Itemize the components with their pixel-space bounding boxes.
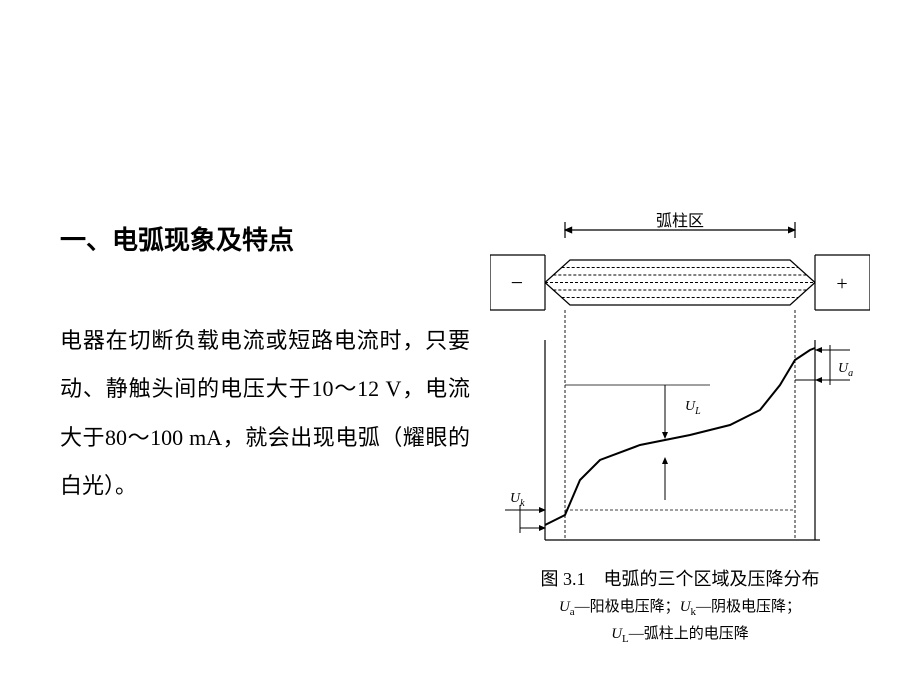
body-paragraph: 电器在切断负载电流或短路电流时，只要动、静触头间的电压大于10～12 V，电流大… [60,317,470,511]
section-heading: 一、电弧现象及特点 [60,220,470,257]
arc-diagram-svg: 弧柱区 − + Uk UL Ua [490,210,870,560]
svg-text:弧柱区: 弧柱区 [656,212,704,230]
svg-text:UL: UL [685,399,701,417]
svg-text:+: + [836,273,847,295]
svg-text:Ua: Ua [838,361,853,379]
figure-caption-sub: Ua—阳极电压降；Uk—阴极电压降；UL—弧柱上的电压降 [490,595,870,648]
svg-text:−: − [511,270,523,295]
figure-caption: 图 3.1 电弧的三个区域及压降分布 [490,565,870,591]
svg-text:Uk: Uk [510,491,525,509]
